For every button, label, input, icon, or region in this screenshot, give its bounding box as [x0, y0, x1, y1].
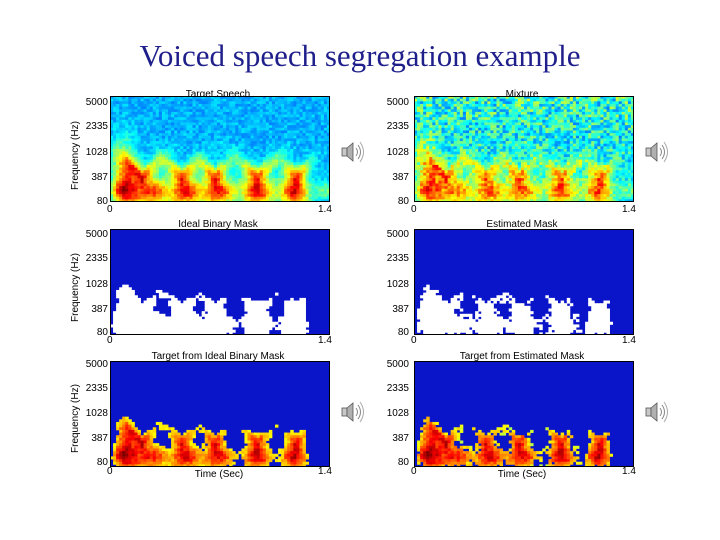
spectrogram-target-from-estimated-mask — [414, 361, 634, 467]
ytick-387: 387 — [91, 304, 108, 315]
ytick-387: 387 — [91, 172, 108, 183]
x-axis-label: Time (Sec) — [497, 469, 547, 480]
ytick-1028: 1028 — [386, 408, 409, 419]
ideal-binary-mask — [110, 229, 330, 335]
xtick-start: 0 — [107, 204, 113, 215]
ytick-80: 80 — [397, 327, 409, 338]
ytick-1028: 1028 — [85, 279, 108, 290]
ytick-80: 80 — [96, 457, 108, 468]
ytick-1028: 1028 — [386, 279, 409, 290]
xtick-end: 1.4 — [622, 466, 636, 477]
y-axis-label: Frequency (Hz) — [70, 253, 81, 322]
ytick-2335: 2335 — [85, 253, 108, 264]
ytick-387: 387 — [91, 433, 108, 444]
ytick-387: 387 — [392, 304, 409, 315]
xtick-start: 0 — [411, 335, 417, 346]
panel-title-estimated-mask: Estimated Mask — [486, 219, 558, 230]
panel-title-target-from-estimated-mask: Target from Estimated Mask — [459, 351, 585, 362]
xtick-start: 0 — [107, 466, 113, 477]
ytick-2335: 2335 — [386, 383, 409, 394]
ytick-1028: 1028 — [386, 147, 409, 158]
slide-title: Voiced speech segregation example — [139, 38, 581, 73]
panel-title-ideal-binary-mask: Ideal Binary Mask — [178, 219, 258, 230]
panel-title-mixture: Mixture — [505, 89, 539, 100]
panel-title-target-from-ideal-mask: Target from Ideal Binary Mask — [151, 351, 285, 362]
ytick-387: 387 — [392, 433, 409, 444]
speaker-icon[interactable] — [644, 141, 672, 163]
x-axis-label: Time (Sec) — [194, 469, 244, 480]
ytick-80: 80 — [96, 327, 108, 338]
xtick-start: 0 — [411, 466, 417, 477]
ytick-5000: 5000 — [386, 359, 409, 370]
ytick-80: 80 — [397, 457, 409, 468]
speaker-icon[interactable] — [340, 141, 368, 163]
spectrogram-target-speech — [110, 96, 330, 202]
ytick-5000: 5000 — [85, 229, 108, 240]
panel-title-target-speech: Target Speech — [185, 89, 251, 100]
ytick-1028: 1028 — [85, 147, 108, 158]
ytick-2335: 2335 — [85, 383, 108, 394]
xtick-end: 1.4 — [622, 335, 636, 346]
spectrogram-mixture — [414, 96, 634, 202]
xtick-start: 0 — [411, 204, 417, 215]
speaker-icon[interactable] — [644, 401, 672, 423]
xtick-start: 0 — [107, 335, 113, 346]
ytick-80: 80 — [397, 196, 409, 207]
ytick-5000: 5000 — [85, 97, 108, 108]
ytick-2335: 2335 — [386, 121, 409, 132]
ytick-80: 80 — [96, 196, 108, 207]
spectrogram-target-from-ideal-mask — [110, 361, 330, 467]
y-axis-label: Frequency (Hz) — [70, 121, 81, 190]
estimated-mask — [414, 229, 634, 335]
xtick-end: 1.4 — [318, 335, 332, 346]
ytick-2335: 2335 — [85, 121, 108, 132]
ytick-5000: 5000 — [386, 97, 409, 108]
ytick-5000: 5000 — [386, 229, 409, 240]
ytick-387: 387 — [392, 172, 409, 183]
ytick-5000: 5000 — [85, 359, 108, 370]
ytick-1028: 1028 — [85, 408, 108, 419]
speaker-icon[interactable] — [340, 401, 368, 423]
xtick-end: 1.4 — [318, 466, 332, 477]
ytick-2335: 2335 — [386, 253, 409, 264]
xtick-end: 1.4 — [318, 204, 332, 215]
y-axis-label: Frequency (Hz) — [70, 384, 81, 453]
xtick-end: 1.4 — [622, 204, 636, 215]
